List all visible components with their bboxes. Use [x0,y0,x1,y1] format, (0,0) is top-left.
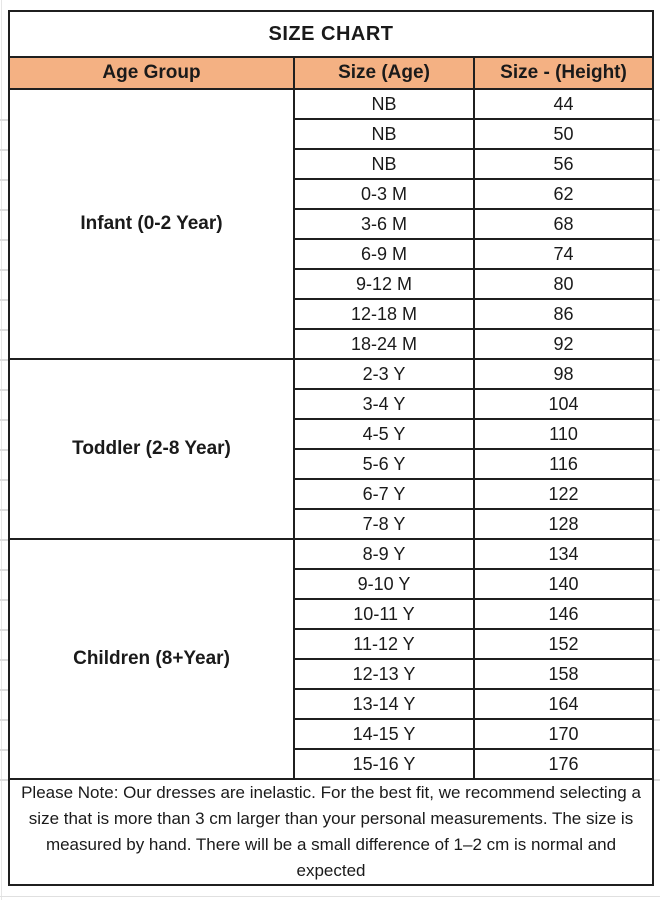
size-height-cell: 74 [472,238,655,270]
table-row: 0-3 M 62 [9,178,655,210]
table-row: Children (8+Year) 8-9 Y 134 [8,538,655,780]
table-row: 6-9 M 74 [9,238,655,270]
table-row: 13-14 Y 164 [9,688,655,720]
size-height-cell: 62 [472,178,655,210]
size-height-cell: 92 [472,328,655,360]
size-height-cell: 86 [472,298,655,330]
table-row: 14-15 Y 170 [9,718,655,750]
table-row: 3-6 M 68 [9,208,655,240]
size-height-cell: 152 [472,628,655,660]
size-age-cell: NB [293,88,475,120]
size-height-cell: 146 [472,598,655,630]
table-row: 3-4 Y 104 [9,388,655,420]
table-row: 5-6 Y 116 [9,448,655,480]
size-age-cell: NB [293,148,475,180]
title-row: SIZE CHART [7,10,655,58]
size-table-body: Infant (0-2 Year) NB 44 NB 50 NB 56 0-3 M 62 3-6 … [8,88,655,780]
size-age-cell: 7-8 Y [293,508,475,540]
size-age-cell: 9-12 M [293,268,475,300]
age-group-cell: Infant (0-2 Year) [8,88,295,360]
size-age-cell: 12-18 M [293,298,475,330]
size-age-cell: 4-5 Y [293,418,475,450]
size-height-cell: 104 [472,388,655,420]
age-group-cell: Toddler (2-8 Year) [8,358,295,540]
note-text: Please Note: Our dresses are inelastic. … [7,778,655,886]
size-age-cell: 6-7 Y [293,478,475,510]
note-row: Please Note: Our dresses are inelastic. … [7,778,655,886]
size-age-cell: 5-6 Y [293,448,475,480]
chart-title: SIZE CHART [7,10,655,58]
table-row: NB 50 [9,118,655,150]
table-row: 9-12 M 80 [9,268,655,300]
size-height-cell: 140 [472,568,655,600]
column-header-age-group: Age Group [8,56,295,90]
table-row: 6-7 Y 122 [9,478,655,510]
size-height-cell: 56 [472,148,655,180]
size-age-cell: 13-14 Y [293,688,475,720]
size-age-cell: 0-3 M [293,178,475,210]
size-age-cell: 11-12 Y [293,628,475,660]
margin-gridlines-right [652,91,660,785]
size-chart-table: SIZE CHART Age Group Size (Age) Size - (… [7,10,655,886]
age-group-cell: Children (8+Year) [8,538,295,780]
size-age-cell: 6-9 M [293,238,475,270]
table-row: 7-8 Y 128 [9,508,655,540]
size-age-cell: 9-10 Y [293,568,475,600]
size-age-cell: 15-16 Y [293,748,475,780]
size-age-cell: 10-11 Y [293,598,475,630]
size-age-cell: 8-9 Y [293,538,475,570]
size-height-cell: 158 [472,658,655,690]
size-age-cell: 14-15 Y [293,718,475,750]
size-age-cell: 2-3 Y [293,358,475,390]
table-row: 12-13 Y 158 [9,658,655,690]
margin-gridlines-left [0,91,8,785]
size-age-cell: 3-4 Y [293,388,475,420]
size-height-cell: 122 [472,478,655,510]
table-row: 4-5 Y 110 [9,418,655,450]
size-height-cell: 68 [472,208,655,240]
size-height-cell: 176 [472,748,655,780]
size-age-cell: 12-13 Y [293,658,475,690]
size-height-cell: 44 [472,88,655,120]
size-age-cell: NB [293,118,475,150]
table-row: 18-24 M 92 [9,328,655,360]
size-height-cell: 134 [472,538,655,570]
table-row: 15-16 Y 176 [9,748,655,780]
size-age-cell: 18-24 M [293,328,475,360]
size-height-cell: 116 [472,448,655,480]
size-height-cell: 98 [472,358,655,390]
size-height-cell: 110 [472,418,655,450]
margin-gridline-bottom [0,896,660,897]
table-row: Toddler (2-8 Year) 2-3 Y 98 [8,358,655,540]
size-height-cell: 128 [472,508,655,540]
table-row: 9-10 Y 140 [9,568,655,600]
table-row: NB 56 [9,148,655,180]
size-height-cell: 164 [472,688,655,720]
table-row: Infant (0-2 Year) NB 44 [8,88,655,360]
table-row: 11-12 Y 152 [9,628,655,660]
column-header-size-height: Size - (Height) [472,56,655,90]
size-age-cell: 3-6 M [293,208,475,240]
table-row: 10-11 Y 146 [9,598,655,630]
size-height-cell: 170 [472,718,655,750]
header-row: Age Group Size (Age) Size - (Height) [8,56,655,90]
size-height-cell: 50 [472,118,655,150]
table-row: 12-18 M 86 [9,298,655,330]
column-header-size-age: Size (Age) [293,56,475,90]
size-height-cell: 80 [472,268,655,300]
